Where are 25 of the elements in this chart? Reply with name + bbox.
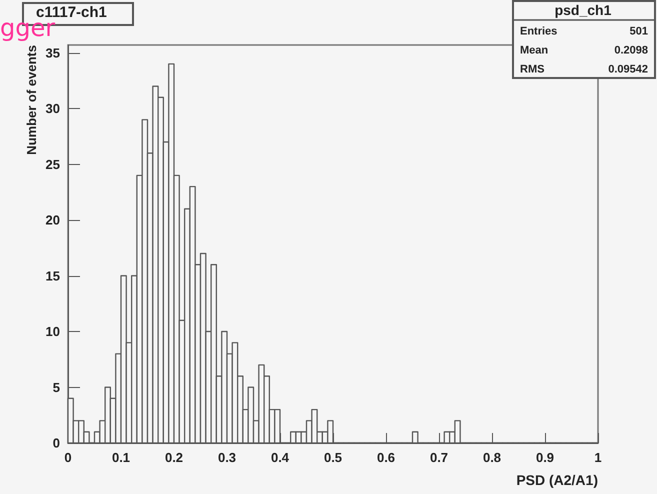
x-tick-label: 0.7	[430, 450, 448, 465]
text: psd_ch1	[554, 2, 612, 18]
x-tick-label: 0.9	[536, 450, 554, 465]
text: Entries 501	[520, 26, 648, 38]
y-tick-label: 30	[46, 101, 60, 116]
y-tick-label: 0	[52, 436, 60, 450]
y-tick-label: 10	[46, 324, 60, 340]
y-tick-label: 5	[52, 380, 60, 395]
x-tick-label: 0.2	[164, 450, 184, 465]
y-tick-label: 15	[46, 268, 60, 284]
x-tick-label: 0.6	[376, 450, 396, 465]
x-tick-label: 1	[594, 450, 602, 465]
x-tick-label: 0.1	[112, 450, 130, 465]
text: RMS 0.09542	[520, 64, 648, 76]
x-tick-label: 0	[64, 450, 72, 465]
x-tick-label: 0.8	[482, 450, 502, 465]
x-tick-label: 0.3	[218, 450, 236, 465]
text: Mean 0.2098	[520, 44, 648, 56]
x-axis-title: PSD (A2/A1)	[516, 472, 598, 488]
y-axis-title: Number of events	[24, 45, 39, 155]
y-tick-label: 35	[46, 45, 60, 60]
y-tick-label: 25	[46, 156, 60, 172]
x-tick-label: 0.4	[270, 450, 290, 465]
x-tick-label: 0.5	[324, 450, 342, 465]
y-tick-label: 20	[46, 212, 60, 228]
